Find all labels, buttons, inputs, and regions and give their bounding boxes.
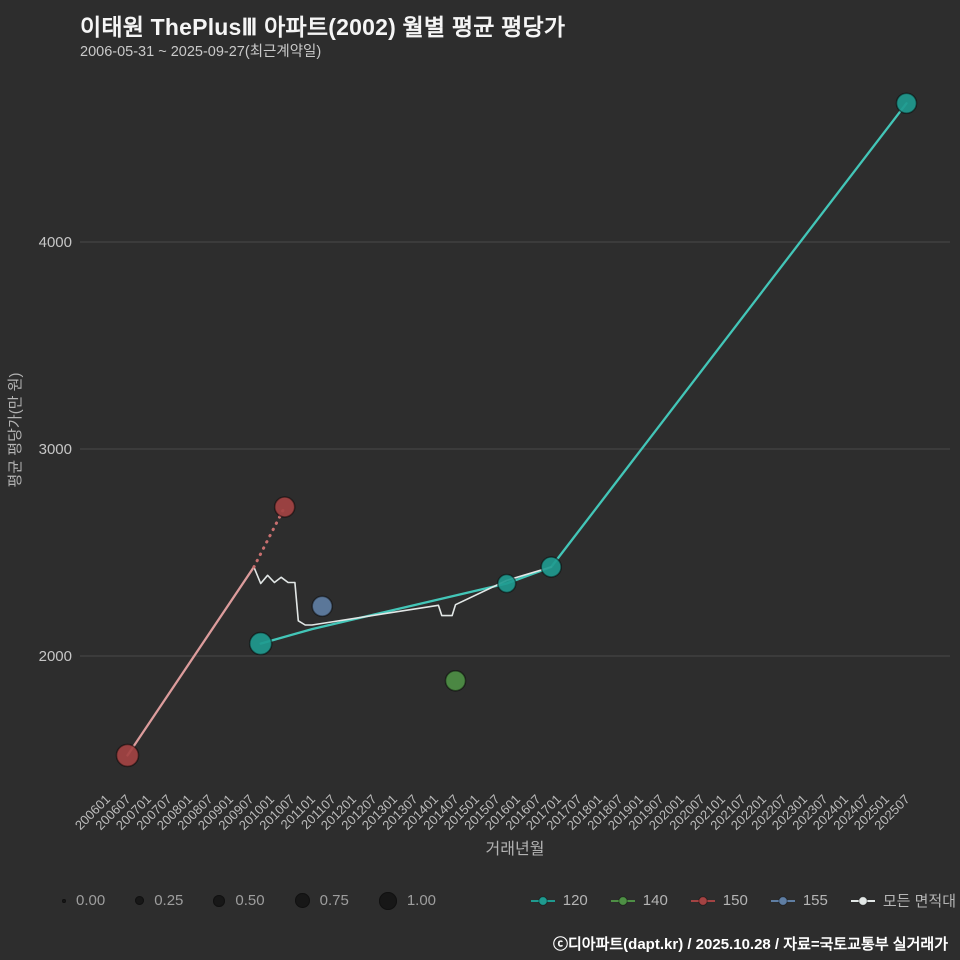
y-axis-label: 평균 평당가(만 원) [7,373,24,488]
series-legend-item-140[interactable]: 140 [610,892,668,909]
series-legend-label: 모든 면적대 평 [882,893,960,910]
size-legend-label: 0.00 [76,892,106,909]
series-line-150 [126,565,256,757]
size-legend-label: 0.75 [319,892,349,909]
series-legend-label: 150 [722,892,748,909]
page-subtitle: 2006-05-31 ~ 2025-09-27(최근계약일) [80,44,322,60]
data-point-120[interactable] [540,556,563,578]
series-dotted-line-150 [252,505,287,569]
series-legend-label: 140 [642,892,668,909]
y-tick-label: 3000 [39,441,72,458]
series-legend-marker-icon [850,895,875,906]
series-legend-marker-icon [610,895,635,906]
size-legend-item: 1.00 [378,891,437,910]
series-legend-marker-icon [530,895,555,906]
data-point-120[interactable] [496,573,517,594]
series-legend-item-150[interactable]: 150 [690,892,748,909]
series-legend: 120 140 150 155 모든 면적대 평 [530,890,960,911]
series-legend-item-모든 면적대 평[interactable]: 모든 면적대 평 [850,890,960,911]
size-legend-item: 0.75 [294,892,349,909]
series-legend-marker-icon [690,895,715,906]
size-legend-item: 0.25 [135,892,183,909]
data-point-120[interactable] [248,631,273,656]
series-legend-label: 120 [562,892,588,909]
legend-row: 0.00 0.25 0.50 0.75 1.00 120 140 150 155 모든 면적대 … [0,890,960,911]
series-legend-item-155[interactable]: 155 [770,892,828,909]
size-legend: 0.00 0.25 0.50 0.75 1.00 [62,891,437,910]
series-legend-label: 155 [802,892,828,909]
plot-area: 2000300040002006012006072007012007072008… [7,92,950,858]
series-line-모든 면적대 평균 [253,566,553,626]
data-point-140[interactable] [444,669,467,692]
size-legend-dot [378,891,397,910]
data-point-120[interactable] [895,92,918,115]
data-point-155[interactable] [311,595,334,618]
series-line-120 [259,102,908,645]
size-legend-dot [135,896,145,905]
size-legend-label: 1.00 [406,892,437,909]
series-legend-marker-icon [770,895,795,906]
series-legend-item-120[interactable]: 120 [530,892,588,909]
size-legend-label: 0.50 [235,892,265,909]
footer-credit: ⓒ디아파트(dapt.kr) / 2025.10.28 / 자료=국토교통부 실… [552,936,948,953]
size-legend-item: 0.50 [213,892,265,909]
size-legend-label: 0.25 [154,892,184,909]
size-legend-item: 0.00 [62,892,105,909]
data-point-150[interactable] [115,743,140,768]
size-legend-dot [294,893,310,908]
size-legend-dot [62,898,66,903]
y-tick-label: 4000 [39,234,72,251]
data-point-150[interactable] [273,496,296,518]
x-axis-label: 거래년월 [486,840,545,858]
y-tick-label: 2000 [39,648,72,665]
size-legend-dot [213,894,226,907]
page-title: 이태원 ThePlusⅢ 아파트(2002) 월별 평균 평당가 [80,14,566,40]
